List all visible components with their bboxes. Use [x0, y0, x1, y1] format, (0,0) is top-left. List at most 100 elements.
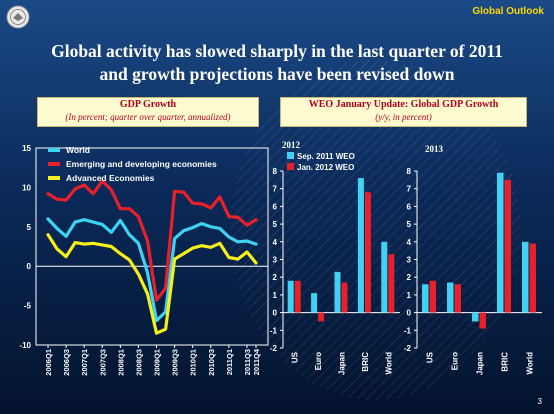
- data-point: [192, 202, 194, 204]
- data-point: [183, 191, 185, 193]
- data-point: [246, 240, 248, 242]
- data-point: [210, 226, 212, 228]
- x-tick-label: 2011Q4: [252, 348, 261, 375]
- data-point: [255, 243, 257, 245]
- x-tick-label: 2010Q1: [189, 349, 198, 376]
- data-point: [174, 190, 176, 192]
- legend-label: World: [66, 145, 90, 155]
- bars-2012-y-tick-label: 2: [273, 273, 278, 282]
- bars-2013-y-tick-label: 8: [407, 167, 412, 176]
- x-tick-label: 2008Q3: [134, 349, 143, 376]
- data-point: [110, 245, 112, 248]
- data-point: [128, 234, 130, 236]
- bars-2012-bar: [334, 271, 341, 313]
- bars-2013-bar: [429, 280, 436, 313]
- bars-2012-bar: [341, 282, 348, 313]
- bars-2013-bar: [479, 312, 486, 329]
- data-point: [201, 223, 203, 225]
- weo-box-subtitle: (y/y, in percent): [375, 112, 432, 122]
- y-tick-label: 10: [22, 183, 31, 192]
- bars-2013-y-tick-label: 6: [407, 202, 412, 211]
- data-point: [128, 259, 130, 261]
- bars-2012-bar: [357, 178, 364, 313]
- bars-2013-bar: [522, 241, 529, 313]
- data-point: [164, 287, 167, 289]
- bars-2013-bar: [497, 172, 504, 313]
- data-point: [92, 221, 94, 223]
- weo-box-title: WEO January Update: Global GDP Growth: [308, 99, 499, 110]
- data-point: [246, 224, 248, 226]
- title-line-2: and growth projections have been revised…: [99, 64, 455, 84]
- bars-2012-category-label: Japan: [338, 352, 347, 375]
- series-line: [46, 233, 258, 335]
- data-point: [83, 219, 85, 221]
- bars-2013-y-tick-label: 7: [407, 185, 412, 194]
- bars-2012-bar: [287, 280, 294, 313]
- bars-2012-y-tick-label: 4: [273, 238, 278, 247]
- bars-2013-bar: [472, 312, 479, 322]
- bars-2012-bar: [318, 312, 325, 322]
- series-line: [46, 217, 258, 323]
- data-point: [65, 235, 67, 237]
- data-point: [192, 247, 194, 249]
- data-point: [101, 223, 103, 226]
- data-point: [65, 199, 67, 201]
- x-tick-label: 2011Q1: [225, 349, 234, 375]
- x-tick-label: 2009Q3: [171, 349, 180, 376]
- data-point: [228, 236, 230, 238]
- data-point: [255, 262, 257, 264]
- data-point: [92, 193, 94, 195]
- y-tick-label: 15: [22, 144, 31, 153]
- data-point: [74, 221, 76, 223]
- data-point: [201, 245, 203, 247]
- data-point: [56, 248, 58, 250]
- bars-2013-category-label: BRIC: [501, 352, 510, 372]
- data-point: [119, 252, 121, 255]
- bars-2013-bar: [422, 284, 429, 313]
- data-point: [228, 215, 230, 218]
- data-point: [183, 252, 185, 255]
- bars-2013-y-tick-label: 4: [407, 238, 412, 247]
- data-point: [183, 230, 185, 232]
- bars-2013-y-tick-label: 1: [407, 291, 412, 300]
- gdp-box-subtitle: (In percent; quarter over quarter, annua…: [65, 112, 231, 122]
- data-point: [192, 226, 194, 229]
- bars-2013-bar: [447, 282, 454, 313]
- data-point: [146, 271, 149, 274]
- data-point: [174, 238, 176, 240]
- data-point: [237, 216, 239, 218]
- x-tick-label: 2009Q1: [153, 349, 162, 376]
- bars-2012-y-tick-label: -1: [270, 326, 278, 335]
- bars-2013-bar: [454, 284, 461, 313]
- y-tick-label: 0: [27, 262, 32, 271]
- bars-2012-legend-swatch: [287, 152, 294, 159]
- data-point: [146, 240, 149, 242]
- bars-2012-bar: [311, 293, 318, 313]
- data-point: [164, 311, 167, 313]
- data-point: [47, 218, 49, 220]
- data-point: [219, 227, 221, 229]
- data-point: [110, 231, 112, 233]
- data-point: [246, 251, 248, 253]
- bars-2013-category-label: World: [526, 352, 535, 375]
- bars-2012-y-tick-label: 1: [273, 291, 278, 300]
- data-point: [237, 258, 239, 260]
- data-point: [110, 189, 112, 191]
- data-point: [56, 227, 58, 229]
- data-point: [137, 273, 140, 275]
- bars-2012-bar: [388, 254, 395, 313]
- page-number: 3: [537, 397, 542, 406]
- bars-2012-bar: [294, 280, 301, 313]
- data-point: [155, 332, 158, 334]
- data-point: [65, 256, 67, 258]
- data-point: [201, 203, 203, 205]
- data-point: [155, 299, 158, 301]
- data-point: [174, 258, 176, 260]
- bars-2012-y-tick-label: 0: [273, 309, 278, 318]
- data-point: [255, 219, 257, 221]
- bars-2013-y-tick-label: 2: [407, 273, 412, 282]
- series-line: [46, 179, 258, 302]
- bars-2013-bar: [504, 179, 511, 313]
- data-point: [74, 188, 76, 190]
